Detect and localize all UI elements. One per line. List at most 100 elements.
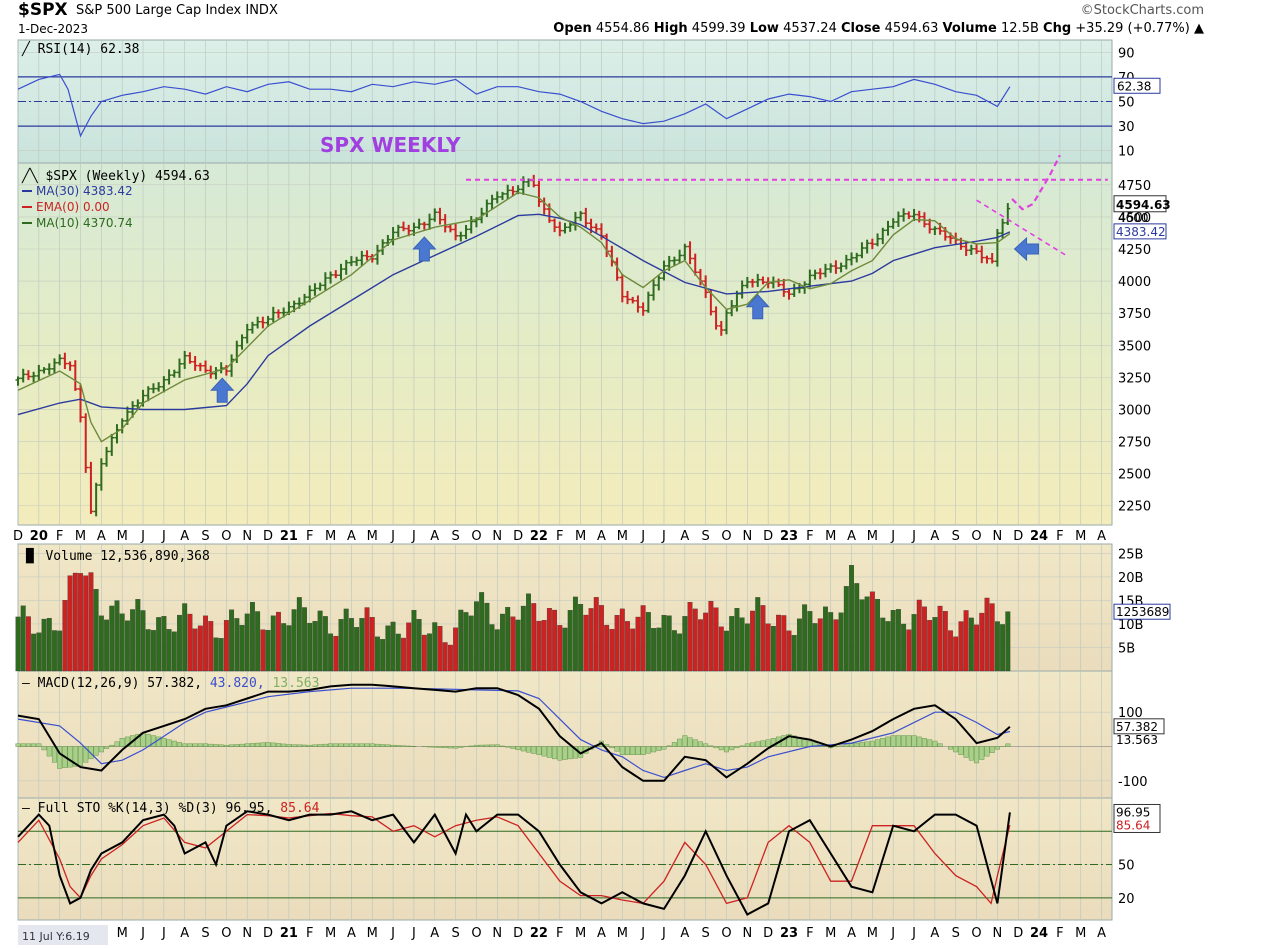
time-tick-label: O bbox=[221, 926, 231, 941]
macd-histogram-bar bbox=[213, 744, 219, 747]
time-tick-label: A bbox=[847, 529, 856, 544]
macd-histogram-bar bbox=[260, 742, 266, 747]
volume-bar bbox=[932, 617, 938, 672]
macd-legend: — MACD(12,26,9) 57.382, 43.820, 13.563 bbox=[22, 676, 319, 691]
time-tick-label: M bbox=[325, 926, 336, 941]
volume-bar bbox=[812, 623, 818, 672]
volume-bar bbox=[953, 636, 959, 672]
ma30-line bbox=[17, 213, 1011, 416]
volume-bar bbox=[854, 583, 860, 672]
volume-bar bbox=[281, 623, 287, 672]
support-arrow-icon bbox=[745, 294, 770, 320]
price-tick-label: 3250 bbox=[1118, 371, 1151, 386]
volume-bar bbox=[411, 610, 417, 672]
macd-histogram-bar bbox=[750, 742, 756, 747]
macd-histogram-bar bbox=[249, 743, 255, 747]
brand-watermark[interactable]: ©StockCharts.com bbox=[1080, 3, 1204, 18]
macd-histogram-bar bbox=[182, 743, 188, 747]
volume-bar bbox=[437, 625, 443, 672]
time-tick-label: M bbox=[367, 926, 378, 941]
price-tick-label: 2750 bbox=[1118, 436, 1151, 451]
macd-histogram-bar bbox=[1005, 743, 1011, 747]
time-tick-label: N bbox=[492, 926, 502, 941]
macd-histogram-bar bbox=[880, 738, 886, 747]
macd-histogram-bar bbox=[473, 744, 479, 747]
volume-bar bbox=[635, 616, 641, 672]
time-tick-label: 24 bbox=[1030, 529, 1048, 544]
volume-bar bbox=[479, 592, 485, 672]
macd-histogram-bar bbox=[713, 746, 719, 749]
macd-histogram-bar bbox=[843, 744, 849, 747]
volume-bar bbox=[572, 596, 578, 672]
volume-bar bbox=[942, 611, 948, 672]
volume-bar bbox=[229, 609, 235, 672]
macd-histogram-bar bbox=[322, 743, 328, 747]
volume-bar bbox=[442, 642, 448, 672]
macd-histogram-bar bbox=[838, 745, 844, 747]
macd-histogram-bar bbox=[510, 746, 516, 749]
macd-histogram-bar bbox=[572, 746, 578, 759]
macd-histogram-bar bbox=[499, 745, 505, 747]
volume-bar bbox=[265, 629, 271, 672]
volume-bar bbox=[322, 616, 328, 672]
volume-bar bbox=[619, 608, 625, 672]
volume-bar bbox=[489, 624, 495, 672]
macd-histogram-bar bbox=[786, 733, 792, 747]
macd-histogram-bar bbox=[348, 743, 354, 747]
volume-bar bbox=[520, 605, 526, 672]
macd-histogram-bar bbox=[93, 746, 99, 756]
volume-bar bbox=[177, 614, 182, 672]
volume-bar bbox=[203, 615, 208, 672]
time-tick-label: A bbox=[347, 926, 356, 941]
macd-histogram-bar bbox=[869, 740, 875, 747]
volume-bar bbox=[645, 612, 651, 672]
volume-bar bbox=[833, 619, 839, 672]
volume-bar bbox=[213, 637, 219, 672]
time-tick-label: M bbox=[825, 529, 836, 544]
macd-hist-last-value: 13.563 bbox=[1116, 733, 1158, 747]
volume-bar bbox=[562, 627, 568, 672]
macd-histogram-bar bbox=[275, 743, 281, 747]
macd-histogram-bar bbox=[177, 742, 182, 747]
volume-bar bbox=[531, 603, 537, 672]
volume-bar bbox=[354, 627, 360, 672]
time-tick-label: A bbox=[680, 529, 689, 544]
time-tick-label: O bbox=[471, 926, 481, 941]
macd-histogram-bar bbox=[541, 746, 547, 757]
time-tick-label: A bbox=[430, 529, 439, 544]
time-tick-label: J bbox=[911, 926, 916, 941]
volume-bar bbox=[401, 637, 406, 672]
macd-histogram-bar bbox=[218, 744, 224, 747]
macd-line bbox=[17, 683, 1011, 782]
volume-bar bbox=[145, 629, 151, 672]
time-tick-label: J bbox=[140, 926, 145, 941]
macd-histogram-bar bbox=[119, 738, 125, 747]
macd-last-value: 57.382 bbox=[1116, 720, 1158, 734]
price-tick-label: 4000 bbox=[1118, 275, 1151, 290]
volume-bar bbox=[614, 615, 620, 672]
volume-bar bbox=[276, 611, 281, 672]
ma30-value-box bbox=[1113, 223, 1167, 240]
volume-bar bbox=[770, 625, 776, 672]
rsi-tick-label: 30 bbox=[1118, 120, 1135, 135]
volume-bar bbox=[359, 618, 365, 672]
macd-histogram-bar bbox=[927, 739, 933, 747]
time-tick-label: J bbox=[661, 926, 666, 941]
time-tick-label: F bbox=[306, 529, 313, 544]
time-tick-label: M bbox=[367, 529, 378, 544]
volume-bar bbox=[979, 612, 985, 672]
time-tick-label: 23 bbox=[780, 926, 798, 941]
volume-bar bbox=[578, 604, 584, 672]
time-tick-label: S bbox=[952, 529, 960, 544]
volume-bar bbox=[994, 621, 1000, 672]
time-tick-label: F bbox=[556, 926, 563, 941]
volume-bar bbox=[630, 628, 636, 672]
volume-bar bbox=[599, 605, 604, 672]
volume-bar bbox=[385, 625, 391, 672]
volume-bar bbox=[927, 620, 933, 672]
volume-bar bbox=[494, 629, 500, 672]
macd-histogram-bar bbox=[78, 746, 84, 766]
time-tick-label: D bbox=[763, 926, 773, 941]
time-tick-label: O bbox=[971, 529, 981, 544]
